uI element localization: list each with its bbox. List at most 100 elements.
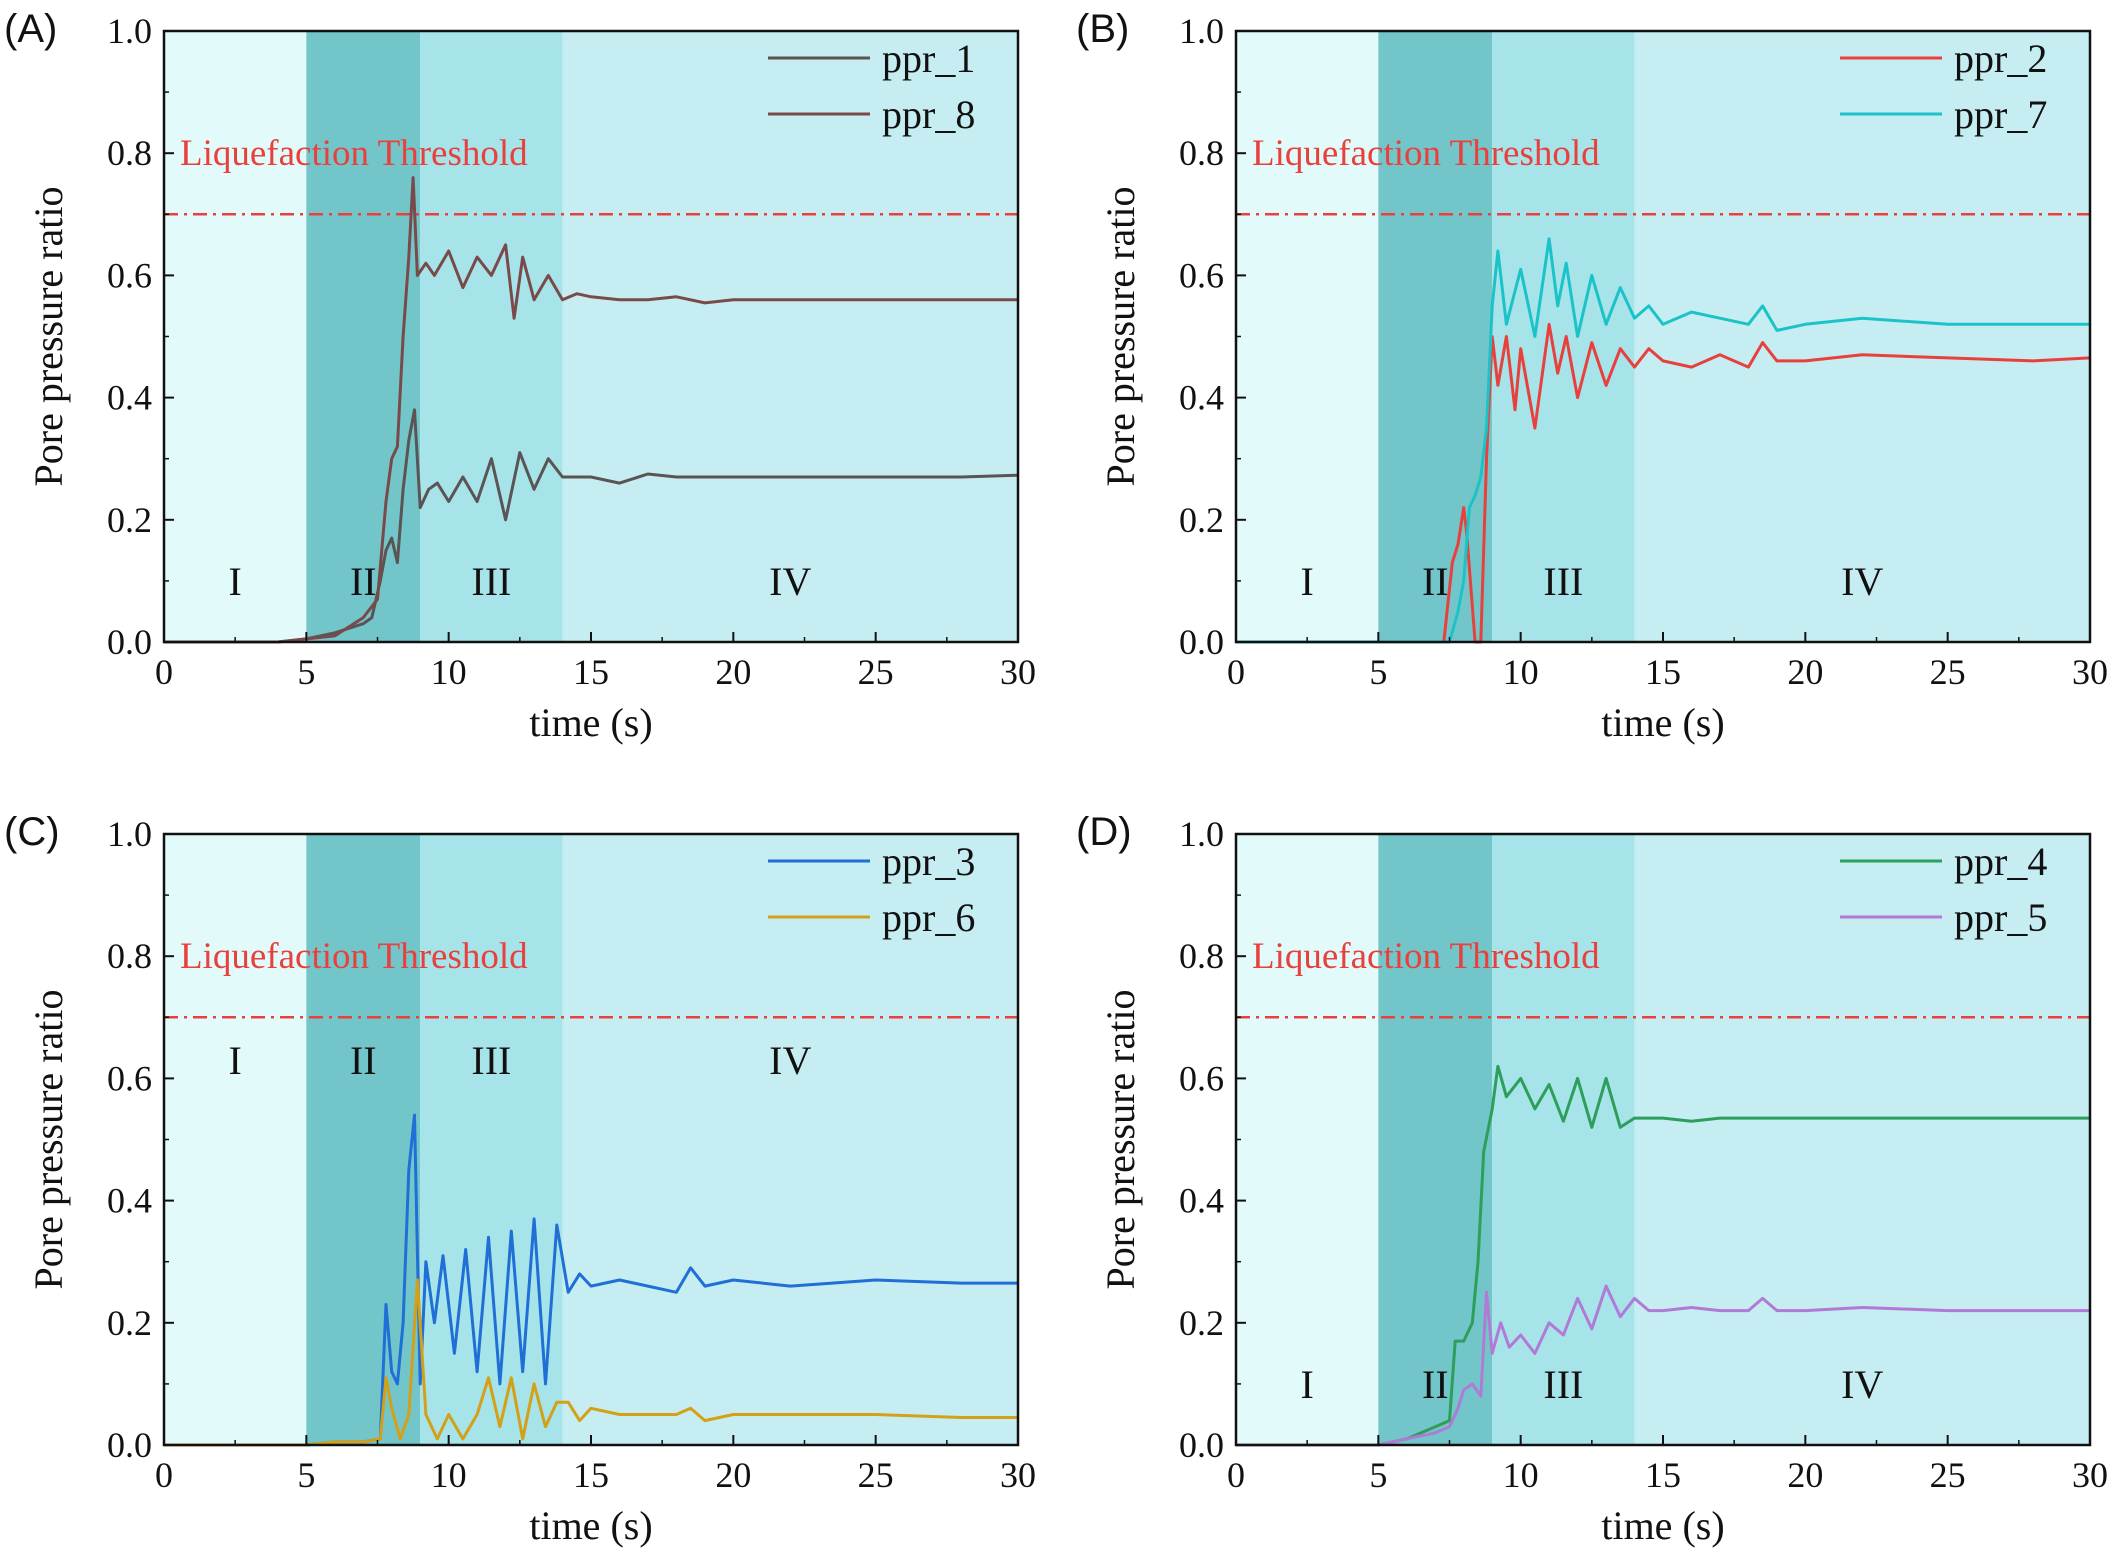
- series-line-ppr_4: [1236, 1064, 2090, 1447]
- stage-label-3: III: [471, 559, 511, 604]
- legend-label: ppr_7: [1954, 92, 2047, 137]
- x-axis-title: time (s): [529, 700, 652, 745]
- x-axis-title: time (s): [1601, 1503, 1724, 1548]
- y-tick-label: 0.0: [107, 622, 152, 662]
- y-tick-label: 0.8: [1179, 936, 1224, 976]
- stage-band-3: [420, 31, 563, 642]
- x-tick-label: 20: [715, 652, 751, 692]
- stage-band-1: [1236, 834, 1379, 1445]
- series-line-ppr_8: [164, 176, 1018, 644]
- legend-label: ppr_2: [1954, 36, 2047, 81]
- y-axis-title: Pore pressure ratio: [26, 990, 71, 1290]
- panel-c: 0 5 10 15 20 25 30 0.0 0.2 0.4 0.6 0.8 1.0 time (s) Po…: [4, 810, 1036, 1548]
- stage-label-2: II: [1422, 1362, 1449, 1407]
- x-tick-label: 10: [1503, 1455, 1539, 1495]
- x-tick-label: 5: [1369, 1455, 1387, 1495]
- x-tick-label: 0: [155, 652, 173, 692]
- x-tick-label: 15: [1645, 1455, 1681, 1495]
- panel-a: 0 5 10 15 20 25 30 0.0 0.2 0.4 0.6 0.8 1.0 time (s) Po…: [4, 7, 1036, 745]
- stage-band-3: [1492, 31, 1635, 642]
- threshold-label: Liquefaction Threshold: [180, 133, 528, 174]
- panel-d: 0 5 10 15 20 25 30 0.0 0.2 0.4 0.6 0.8 1.0 time (s) Po…: [1076, 810, 2108, 1548]
- x-tick-label: 30: [2072, 652, 2108, 692]
- stage-label-3: III: [1543, 1362, 1583, 1407]
- y-tick-label: 0.4: [1179, 1181, 1224, 1221]
- x-tick-label: 25: [1930, 652, 1966, 692]
- series-line-ppr_3: [164, 1113, 1018, 1447]
- y-tick-label: 0.8: [1179, 133, 1224, 173]
- x-tick-label: 15: [573, 652, 609, 692]
- stage-band-3: [420, 834, 563, 1445]
- stage-band-2: [1378, 31, 1493, 642]
- x-tick-label: 20: [1787, 1455, 1823, 1495]
- x-tick-label: 30: [1000, 1455, 1036, 1495]
- stage-label-2: II: [350, 559, 377, 604]
- series-line-ppr_5: [1236, 1284, 2090, 1447]
- y-tick-label: 0.2: [107, 1303, 152, 1343]
- stage-band-2: [306, 834, 421, 1445]
- legend-label: ppr_5: [1954, 895, 2047, 940]
- x-tick-label: 15: [573, 1455, 609, 1495]
- y-tick-label: 0.8: [107, 133, 152, 173]
- y-axis-title: Pore pressure ratio: [26, 187, 71, 487]
- y-tick-label: 0.6: [1179, 1058, 1224, 1098]
- y-tick-label: 0.2: [1179, 500, 1224, 540]
- stage-band-1: [164, 31, 307, 642]
- x-tick-label: 10: [431, 652, 467, 692]
- stage-label-2: II: [350, 1038, 377, 1083]
- stage-band-4: [562, 834, 1018, 1445]
- stage-band-2: [306, 31, 421, 642]
- stage-band-4: [562, 31, 1018, 642]
- x-tick-label: 10: [1503, 652, 1539, 692]
- x-axis-title: time (s): [1601, 700, 1724, 745]
- y-tick-label: 0.4: [1179, 378, 1224, 418]
- stage-label-1: I: [1301, 1362, 1314, 1407]
- stage-label-4: IV: [1841, 559, 1883, 604]
- x-tick-label: 0: [1227, 1455, 1245, 1495]
- stage-label-4: IV: [769, 559, 811, 604]
- stage-band-3: [1492, 834, 1635, 1445]
- stage-band-2: [1378, 834, 1493, 1445]
- panel-b: 0 5 10 15 20 25 30 0.0 0.2 0.4 0.6 0.8 1.0 time (s) Po…: [1076, 7, 2108, 745]
- y-tick-label: 0.0: [107, 1425, 152, 1465]
- stage-label-4: IV: [769, 1038, 811, 1083]
- stage-label-1: I: [229, 1038, 242, 1083]
- x-tick-label: 20: [715, 1455, 751, 1495]
- series-line-ppr_6: [164, 1278, 1018, 1447]
- threshold-label: Liquefaction Threshold: [1252, 936, 1600, 977]
- y-axis-title: Pore pressure ratio: [1098, 187, 1143, 487]
- y-tick-label: 0.4: [107, 378, 152, 418]
- stage-band-1: [164, 834, 307, 1445]
- y-tick-label: 0.8: [107, 936, 152, 976]
- x-tick-label: 5: [297, 1455, 315, 1495]
- stage-band-4: [1634, 31, 2090, 642]
- y-tick-label: 0.0: [1179, 622, 1224, 662]
- y-tick-label: 1.0: [1179, 11, 1224, 51]
- threshold-label: Liquefaction Threshold: [180, 936, 528, 977]
- stage-label-3: III: [471, 1038, 511, 1083]
- y-tick-label: 1.0: [107, 814, 152, 854]
- stage-label-1: I: [229, 559, 242, 604]
- x-tick-label: 30: [1000, 652, 1036, 692]
- stage-label-2: II: [1422, 559, 1449, 604]
- x-tick-label: 20: [1787, 652, 1823, 692]
- stage-band-4: [1634, 834, 2090, 1445]
- stage-label-1: I: [1301, 559, 1314, 604]
- x-tick-label: 5: [1369, 652, 1387, 692]
- y-tick-label: 0.6: [107, 1058, 152, 1098]
- x-tick-label: 0: [155, 1455, 173, 1495]
- y-tick-label: 1.0: [1179, 814, 1224, 854]
- legend-label: ppr_8: [882, 92, 975, 137]
- threshold-label: Liquefaction Threshold: [1252, 133, 1600, 174]
- y-tick-label: 1.0: [107, 11, 152, 51]
- panel-letter: (D): [1076, 810, 1132, 854]
- y-tick-label: 0.2: [107, 500, 152, 540]
- legend-label: ppr_6: [882, 895, 975, 940]
- x-tick-label: 5: [297, 652, 315, 692]
- y-axis-title: Pore pressure ratio: [1098, 990, 1143, 1290]
- series-line-ppr_2: [1236, 322, 2091, 644]
- x-tick-label: 25: [1930, 1455, 1966, 1495]
- x-tick-label: 30: [2072, 1455, 2108, 1495]
- x-tick-label: 10: [431, 1455, 467, 1495]
